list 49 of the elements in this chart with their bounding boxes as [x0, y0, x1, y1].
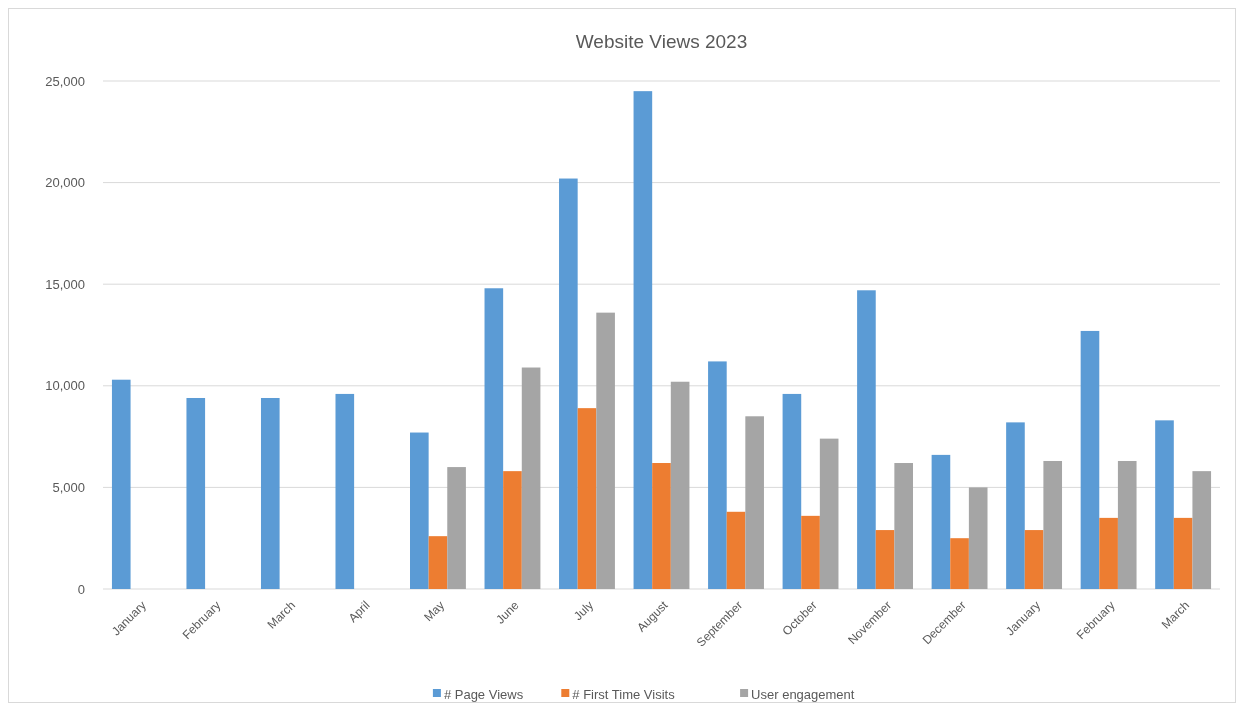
bar	[447, 467, 466, 589]
bar	[801, 515, 820, 589]
bar	[484, 288, 504, 589]
bar	[111, 379, 131, 589]
bar	[894, 463, 913, 589]
bar	[596, 312, 615, 589]
bar	[410, 432, 429, 589]
bar	[968, 487, 988, 589]
chart-title: Website Views 2023	[575, 31, 748, 52]
bar	[782, 393, 802, 589]
bar	[950, 538, 969, 589]
x-tick-label: July	[571, 598, 597, 624]
bar	[1099, 517, 1118, 589]
bar	[521, 367, 541, 589]
bar	[559, 178, 578, 589]
y-tick-label: 5,000	[52, 479, 85, 495]
bar	[708, 361, 727, 589]
bar	[1117, 460, 1137, 589]
bar	[1006, 422, 1025, 589]
bar	[670, 381, 690, 589]
bar	[819, 438, 839, 589]
bar	[1043, 460, 1063, 589]
bar	[1173, 517, 1193, 589]
bar	[260, 397, 280, 589]
y-tick-label: 25,000	[45, 73, 85, 89]
bar	[875, 530, 895, 589]
bar	[931, 454, 951, 589]
legend-label: # First Time Visits	[572, 686, 676, 702]
bar	[726, 511, 746, 589]
bar	[428, 536, 448, 589]
y-tick-label: 20,000	[45, 175, 85, 191]
y-tick-label: 0	[77, 581, 85, 597]
bar	[503, 471, 522, 589]
bar	[577, 408, 597, 589]
bar	[1155, 420, 1174, 589]
bar	[1080, 330, 1100, 589]
bar	[633, 91, 653, 589]
y-tick-label: 15,000	[45, 276, 85, 292]
legend-label: # Page Views	[443, 686, 524, 702]
legend-label: User engagement	[751, 686, 855, 702]
bar	[1024, 530, 1044, 589]
bar	[652, 463, 671, 589]
bar	[857, 290, 876, 589]
bar	[1192, 471, 1212, 589]
x-tick-label: May	[421, 598, 448, 625]
bar	[745, 416, 764, 589]
bar	[186, 397, 206, 589]
bar	[335, 393, 355, 589]
y-tick-label: 10,000	[45, 378, 85, 394]
